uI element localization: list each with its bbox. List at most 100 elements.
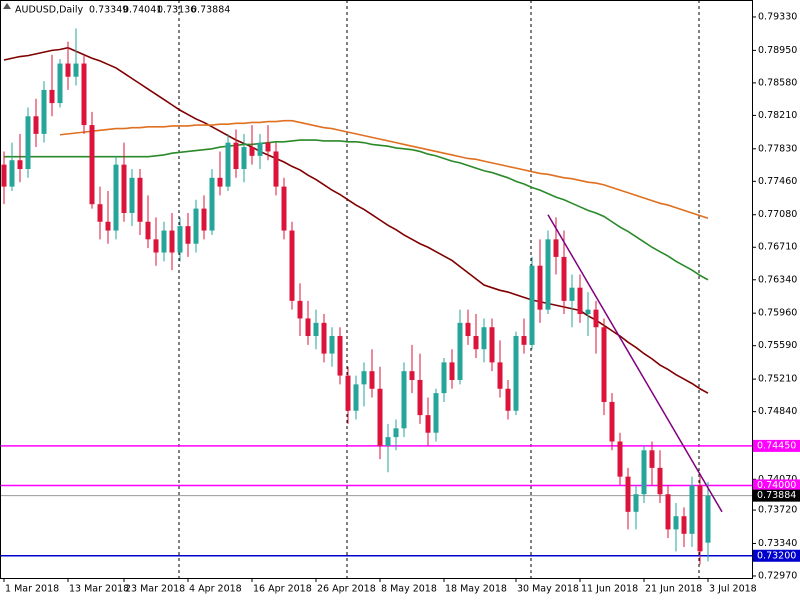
- candle-body: [377, 388, 383, 446]
- candle-body: [385, 437, 391, 446]
- candle-body: [505, 388, 511, 411]
- y-tick-label: 0.77080: [758, 209, 797, 220]
- x-tick-label: 3 Jul 2018: [709, 584, 757, 595]
- x-tick-label: 1 Mar 2018: [5, 584, 59, 595]
- y-tick-label: 0.78210: [758, 110, 797, 121]
- candle-body: [689, 485, 695, 534]
- candle-body: [25, 116, 31, 170]
- candle-body: [433, 393, 439, 433]
- y-tick-label: 0.73340: [758, 538, 797, 549]
- candle-body: [241, 147, 247, 170]
- candle-body: [657, 467, 663, 495]
- x-tick-label: 30 May 2018: [517, 584, 579, 595]
- candle-body: [417, 379, 423, 416]
- candle-body: [57, 63, 63, 104]
- candle-body: [41, 89, 47, 134]
- candle-body: [225, 142, 231, 187]
- chart-title: AUDUSD,Daily: [15, 5, 84, 16]
- candle-body: [593, 309, 599, 328]
- y-tick-label: 0.74070: [758, 474, 797, 485]
- trendline: [547, 214, 723, 513]
- candle-body: [121, 164, 127, 213]
- plot-area: [0, 0, 752, 578]
- candle-body: [641, 450, 647, 495]
- candle-body: [401, 371, 407, 429]
- header-high: 0.74041: [123, 5, 162, 16]
- candle-body: [305, 318, 311, 337]
- candle-body: [345, 375, 351, 411]
- candle-body: [521, 336, 527, 345]
- level-label: 0.73200: [757, 550, 796, 561]
- candle-body: [529, 265, 535, 345]
- candle-body: [681, 516, 687, 534]
- y-tick-label: 0.79330: [758, 11, 797, 22]
- candle-body: [361, 371, 367, 385]
- header-open: 0.73349: [89, 5, 128, 16]
- candle-body: [289, 230, 295, 301]
- candle-body: [49, 89, 55, 104]
- y-tick-label: 0.77830: [758, 143, 797, 154]
- candle-body: [673, 516, 679, 530]
- candle-body: [81, 63, 87, 126]
- candle-body: [441, 362, 447, 394]
- candle-body: [1, 164, 7, 187]
- candle-body: [617, 441, 623, 477]
- candle-body: [313, 322, 319, 337]
- candle-body: [569, 287, 575, 301]
- candle-body: [233, 142, 239, 170]
- candle-body: [601, 327, 607, 402]
- level-label: 0.74450: [757, 440, 796, 451]
- candle-body: [177, 226, 183, 253]
- x-tick-label: 4 Apr 2018: [189, 584, 242, 595]
- candle-body: [257, 142, 263, 156]
- candle-body: [489, 327, 495, 363]
- candle-body: [193, 208, 199, 244]
- x-tick-label: 18 May 2018: [445, 584, 507, 595]
- candle-body: [705, 495, 711, 543]
- header-close: 0.73884: [191, 5, 230, 16]
- candle-body: [281, 186, 287, 231]
- symbol-icon: [3, 3, 11, 9]
- candle-body: [65, 63, 71, 77]
- candle-body: [353, 384, 359, 411]
- y-tick-label: 0.76710: [758, 242, 797, 253]
- candle-body: [297, 300, 303, 319]
- candle-body: [497, 362, 503, 389]
- candle-body: [473, 336, 479, 350]
- candle-body: [369, 371, 375, 389]
- moving-average: [3, 46, 709, 394]
- candle-body: [537, 265, 543, 310]
- candle-body: [409, 371, 415, 380]
- candle-body: [633, 494, 639, 512]
- current-price-bg: [753, 489, 800, 502]
- candle-body: [153, 239, 159, 253]
- x-tick-label: 23 Mar 2018: [125, 584, 185, 595]
- candle-body: [545, 239, 551, 310]
- candle-body: [393, 428, 399, 438]
- candle-body: [337, 336, 343, 376]
- current-price-label: 0.73884: [757, 490, 796, 501]
- candle-body: [625, 476, 631, 512]
- candle-body: [697, 485, 703, 552]
- y-tick-label: 0.76340: [758, 274, 797, 285]
- candle-body: [9, 160, 15, 187]
- candle-body: [449, 362, 455, 380]
- candle-body: [561, 256, 567, 301]
- candle-body: [145, 221, 151, 240]
- candle-body: [665, 494, 671, 530]
- level-label-bg: [753, 439, 800, 452]
- candle-body: [329, 336, 335, 354]
- candle-body: [17, 160, 23, 170]
- candle-body: [97, 204, 103, 222]
- candle-body: [217, 177, 223, 187]
- candle-body: [169, 230, 175, 253]
- x-tick-label: 16 Apr 2018: [253, 584, 312, 595]
- candle-body: [321, 322, 327, 354]
- candle-body: [137, 177, 143, 222]
- candle-body: [73, 63, 79, 77]
- candle-body: [609, 401, 615, 442]
- candle-body: [185, 226, 191, 244]
